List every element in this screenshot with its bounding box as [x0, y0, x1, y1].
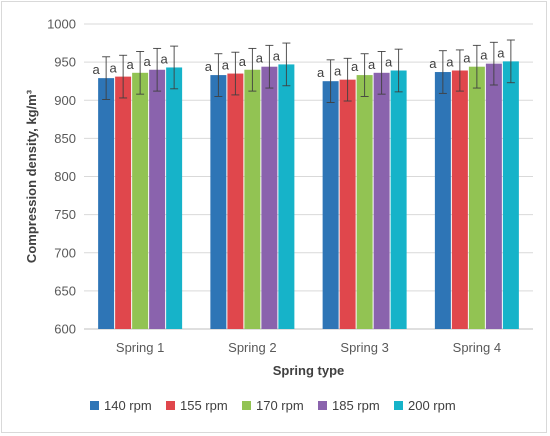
error-bar — [170, 45, 179, 90]
significance-label: a — [222, 58, 230, 73]
legend-label: 170 rpm — [256, 398, 304, 413]
legend-item: 140 rpm — [90, 398, 152, 413]
significance-label: a — [351, 59, 359, 74]
legend-item: 185 rpm — [318, 398, 380, 413]
significance-label: a — [93, 62, 101, 77]
bar — [278, 64, 295, 329]
error-bar — [506, 39, 515, 84]
bar — [485, 63, 502, 330]
bar — [322, 81, 339, 329]
bar — [244, 69, 261, 329]
error-bar — [343, 57, 352, 102]
bar — [115, 76, 132, 329]
bar — [468, 66, 485, 329]
y-tick-label: 650 — [54, 283, 76, 298]
bar — [166, 67, 183, 330]
error-bar — [265, 44, 274, 89]
significance-labels: a a a a aa a a a aa a a a a a a a a a — [93, 45, 506, 80]
y-axis-title: Compression density, kg/m³ — [24, 89, 39, 263]
bar — [210, 75, 227, 330]
bar — [373, 72, 390, 330]
x-tick-label: Spring 4 — [453, 340, 501, 355]
error-bar — [231, 51, 240, 96]
significance-label: a — [110, 61, 118, 76]
bar — [132, 72, 149, 330]
significance-label: a — [463, 51, 471, 66]
significance-label: a — [317, 65, 325, 80]
legend-swatch — [318, 401, 327, 410]
y-tick-label: 800 — [54, 169, 76, 184]
y-tick-label: 1000 — [47, 17, 76, 32]
error-bar — [438, 50, 447, 94]
significance-label: a — [161, 51, 169, 66]
error-bar — [455, 49, 464, 92]
y-tick-label: 750 — [54, 207, 76, 222]
error-bar — [214, 53, 223, 97]
error-bar — [394, 48, 403, 93]
legend-swatch — [242, 401, 251, 410]
bar — [339, 79, 356, 329]
significance-label: a — [256, 51, 264, 66]
significance-label: a — [144, 54, 152, 69]
significance-label: a — [205, 59, 213, 74]
significance-label: a — [429, 56, 437, 71]
error-bar — [472, 44, 481, 89]
bar — [390, 70, 407, 329]
legend-item: 170 rpm — [242, 398, 304, 413]
significance-label: a — [239, 54, 247, 69]
y-tick-label: 900 — [54, 93, 76, 108]
x-tick-label: Spring 1 — [116, 340, 164, 355]
x-tick-label: Spring 3 — [340, 340, 388, 355]
error-bar — [119, 54, 128, 99]
y-tick-labels: 600 650 700 750 800 850 900 950 1000 — [47, 17, 76, 337]
significance-label: a — [334, 64, 342, 79]
bar — [356, 75, 373, 330]
error-bar — [489, 41, 498, 86]
legend-swatch — [394, 401, 403, 410]
legend-swatch — [90, 401, 99, 410]
x-tick-label: Spring 2 — [228, 340, 276, 355]
legend-label: 200 rpm — [408, 398, 456, 413]
y-tick-label: 600 — [54, 322, 76, 337]
significance-label: a — [368, 57, 376, 72]
error-bar — [248, 47, 257, 92]
error-bar — [282, 42, 291, 87]
x-axis-title: Spring type — [273, 363, 345, 378]
bar — [451, 70, 468, 329]
significance-label: a — [273, 48, 281, 63]
y-tick-label: 950 — [54, 55, 76, 70]
bars — [98, 61, 519, 330]
legend-label: 185 rpm — [332, 398, 380, 413]
legend-label: 140 rpm — [104, 398, 152, 413]
error-bar — [326, 59, 335, 103]
y-tick-label: 700 — [54, 245, 76, 260]
error-bar — [136, 51, 145, 95]
significance-label: a — [446, 55, 454, 70]
y-tick-label: 850 — [54, 131, 76, 146]
significance-label: a — [480, 48, 488, 63]
error-bar — [360, 53, 369, 97]
legend-label: 155 rpm — [180, 398, 228, 413]
error-bar — [102, 56, 111, 100]
bar — [98, 78, 115, 329]
significance-label: a — [385, 55, 393, 70]
bar — [434, 72, 451, 329]
legend-item: 155 rpm — [166, 398, 228, 413]
bar — [227, 73, 244, 329]
significance-label: a — [497, 45, 505, 60]
bar — [261, 66, 278, 329]
error-bar — [153, 47, 162, 92]
error-bars — [102, 39, 515, 103]
bar — [502, 61, 519, 330]
legend: 140 rpm 155 rpm 170 rpm 185 rpm 200 rpm — [90, 398, 456, 413]
legend-swatch — [166, 401, 175, 410]
error-bar — [377, 51, 386, 95]
x-tick-labels: Spring 1 Spring 2 Spring 3 Spring 4 — [116, 340, 501, 355]
significance-label: a — [127, 57, 135, 72]
bar — [149, 69, 166, 329]
legend-item: 200 rpm — [394, 398, 456, 413]
